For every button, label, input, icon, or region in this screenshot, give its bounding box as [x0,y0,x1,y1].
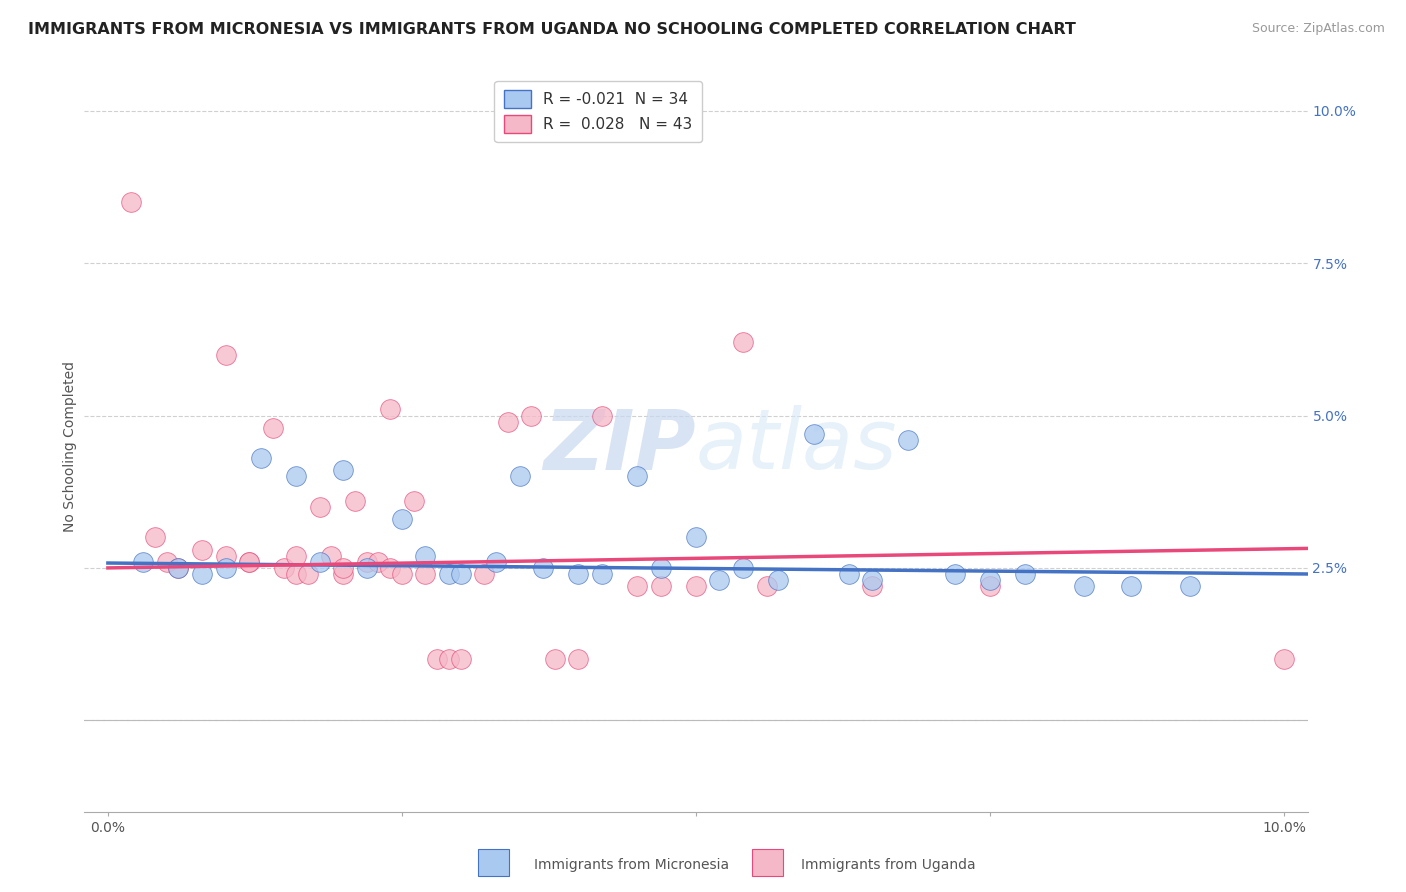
Point [380,561,402,575]
Point [755,579,778,593]
Y-axis label: No Schooling Completed: No Schooling Completed [63,360,77,532]
Text: Source: ZipAtlas.com: Source: ZipAtlas.com [1251,22,1385,36]
Text: Immigrants from Micronesia: Immigrants from Micronesia [534,858,730,872]
Point [1121,579,1143,593]
Point [214,561,236,575]
Point [731,335,754,350]
Point [1272,652,1295,666]
Point [238,555,260,569]
Point [391,512,413,526]
Point [496,415,519,429]
Point [485,555,508,569]
Point [273,561,295,575]
Point [156,555,179,569]
Text: IMMIGRANTS FROM MICRONESIA VS IMMIGRANTS FROM UGANDA NO SCHOOLING COMPLETED CORR: IMMIGRANTS FROM MICRONESIA VS IMMIGRANTS… [28,22,1076,37]
Point [838,567,860,582]
Point [214,347,236,362]
Point [626,469,648,483]
Point [979,579,1001,593]
Point [591,567,613,582]
Point [685,530,707,544]
Point [332,561,354,575]
Point [531,561,554,575]
Point [308,555,330,569]
Point [285,567,308,582]
Point [120,195,142,210]
Point [768,573,790,587]
Point [356,555,378,569]
Point [332,567,354,582]
Point [803,426,825,441]
Point [238,555,260,569]
Point [860,573,883,587]
Point [450,652,472,666]
Point [214,549,236,563]
Point [426,652,449,666]
Point [650,561,672,575]
Point [343,494,366,508]
Point [979,573,1001,587]
Point [415,549,437,563]
Point [262,421,284,435]
Point [308,500,330,514]
Point [356,561,378,575]
Point [321,549,343,563]
Point [285,549,308,563]
Point [249,451,271,466]
Point [591,409,613,423]
Point [1073,579,1095,593]
Point [437,567,460,582]
Point [626,579,648,593]
Point [437,652,460,666]
Point [650,579,672,593]
Point [520,409,543,423]
Point [167,561,190,575]
Point [332,463,354,477]
Point [472,567,495,582]
Point [709,573,731,587]
Point [943,567,966,582]
Point [391,567,413,582]
Text: atlas: atlas [696,406,897,486]
Point [191,567,214,582]
Point [415,567,437,582]
Point [132,555,155,569]
Point [167,561,190,575]
Point [567,652,589,666]
Point [685,579,707,593]
Point [731,561,754,575]
Point [897,433,920,447]
Point [297,567,319,582]
Point [143,530,166,544]
Point [567,567,589,582]
Point [367,555,389,569]
Point [860,579,883,593]
Point [1178,579,1201,593]
Point [285,469,308,483]
Point [191,542,214,557]
Point [544,652,567,666]
Point [380,402,402,417]
Point [509,469,531,483]
Point [402,494,425,508]
Text: ZIP: ZIP [543,406,696,486]
Legend: R = -0.021  N = 34, R =  0.028   N = 43: R = -0.021 N = 34, R = 0.028 N = 43 [495,80,702,143]
Point [450,567,472,582]
Point [1014,567,1036,582]
Text: Immigrants from Uganda: Immigrants from Uganda [801,858,976,872]
